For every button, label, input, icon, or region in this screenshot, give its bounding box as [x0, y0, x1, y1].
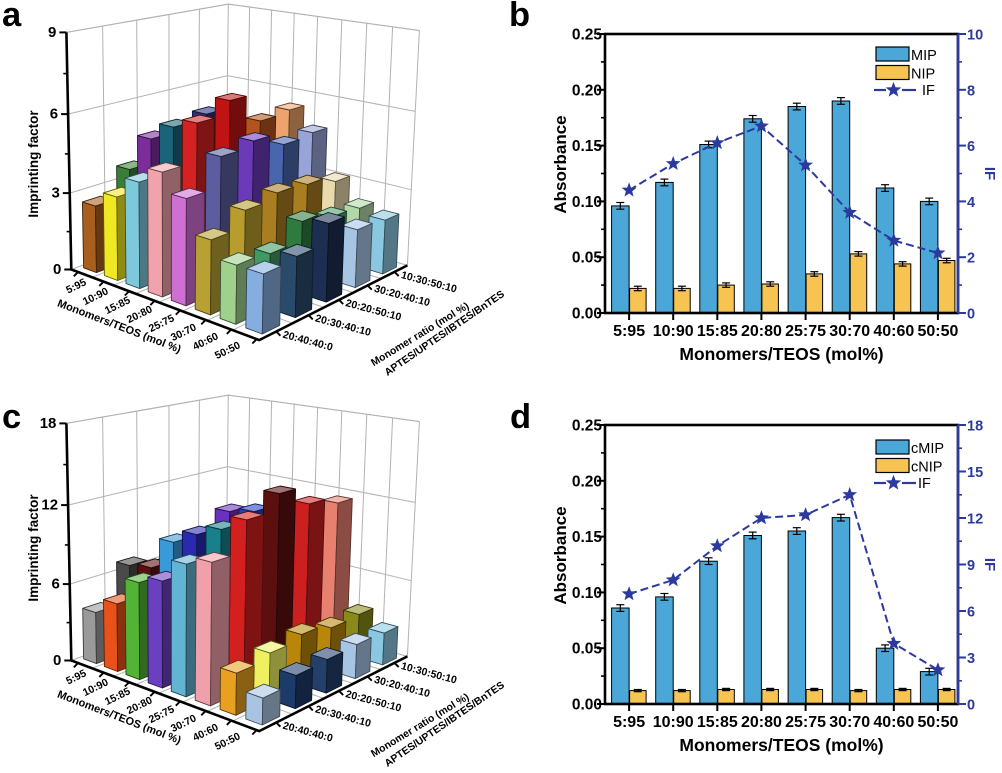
svg-text:0: 0: [967, 698, 975, 714]
svg-text:IF: IF: [918, 476, 931, 492]
svg-text:c: c: [2, 398, 21, 436]
svg-text:IF: IF: [981, 167, 998, 180]
svg-text:0.00: 0.00: [572, 306, 602, 323]
svg-text:18: 18: [967, 419, 983, 435]
svg-text:b: b: [509, 0, 530, 34]
svg-text:0: 0: [967, 307, 975, 323]
svg-text:IF: IF: [981, 558, 998, 571]
svg-text:5:95: 5:95: [613, 714, 645, 731]
svg-text:12: 12: [967, 512, 983, 528]
svg-text:Monomers/TEOS (mol%): Monomers/TEOS (mol%): [679, 344, 883, 364]
svg-text:50:50: 50:50: [917, 323, 958, 340]
svg-text:d: d: [510, 398, 531, 436]
svg-text:Monomers/TEOS (mol%): Monomers/TEOS (mol%): [679, 735, 883, 755]
svg-text:10: 10: [967, 28, 983, 44]
svg-text:2: 2: [967, 251, 975, 267]
svg-text:0.25: 0.25: [572, 27, 603, 44]
svg-text:3: 3: [967, 651, 975, 667]
svg-text:0.20: 0.20: [572, 473, 602, 490]
svg-text:40:60: 40:60: [873, 714, 914, 731]
svg-text:IF: IF: [922, 83, 935, 99]
svg-text:0.05: 0.05: [572, 641, 603, 658]
svg-text:18: 18: [40, 415, 57, 432]
svg-text:15:85: 15:85: [697, 714, 738, 731]
svg-text:0.15: 0.15: [572, 529, 603, 546]
svg-text:5:95: 5:95: [613, 323, 645, 340]
svg-text:9: 9: [967, 558, 975, 574]
svg-text:Imprinting factor: Imprinting factor: [26, 110, 41, 218]
svg-text:25:75: 25:75: [785, 323, 826, 340]
svg-text:6: 6: [50, 106, 58, 123]
svg-text:6: 6: [967, 605, 975, 621]
svg-text:0.25: 0.25: [572, 418, 603, 435]
svg-text:40:60: 40:60: [873, 323, 914, 340]
svg-text:0: 0: [53, 261, 61, 278]
svg-text:Absorbance: Absorbance: [551, 115, 570, 213]
svg-text:0.05: 0.05: [572, 250, 603, 267]
svg-text:0.10: 0.10: [572, 585, 602, 602]
svg-text:3: 3: [51, 185, 59, 202]
svg-text:Absorbance: Absorbance: [551, 506, 570, 604]
svg-text:0.15: 0.15: [572, 138, 603, 155]
svg-text:0.20: 0.20: [572, 82, 602, 99]
svg-text:4: 4: [967, 195, 975, 211]
svg-text:0: 0: [53, 652, 61, 669]
svg-text:15: 15: [967, 465, 983, 481]
svg-text:20:80: 20:80: [741, 714, 782, 731]
svg-text:15:85: 15:85: [697, 323, 738, 340]
svg-text:10:90: 10:90: [653, 714, 694, 731]
svg-text:10:90: 10:90: [653, 323, 694, 340]
svg-text:a: a: [2, 0, 22, 34]
svg-text:cMIP: cMIP: [911, 441, 944, 457]
svg-text:12: 12: [41, 497, 58, 514]
svg-text:cNIP: cNIP: [911, 460, 942, 476]
svg-text:0.00: 0.00: [572, 697, 602, 714]
svg-text:30:70: 30:70: [829, 323, 870, 340]
svg-text:6: 6: [967, 139, 975, 155]
svg-text:0.10: 0.10: [572, 194, 602, 211]
svg-text:MIP: MIP: [911, 48, 937, 64]
svg-text:9: 9: [48, 24, 56, 41]
svg-text:20:80: 20:80: [741, 323, 782, 340]
svg-text:NIP: NIP: [911, 67, 935, 83]
svg-text:8: 8: [967, 83, 975, 99]
svg-text:50:50: 50:50: [917, 714, 958, 731]
svg-text:6: 6: [51, 576, 59, 593]
svg-text:25:75: 25:75: [785, 714, 826, 731]
svg-text:Imprinting factor: Imprinting factor: [26, 494, 41, 602]
svg-text:30:70: 30:70: [829, 714, 870, 731]
